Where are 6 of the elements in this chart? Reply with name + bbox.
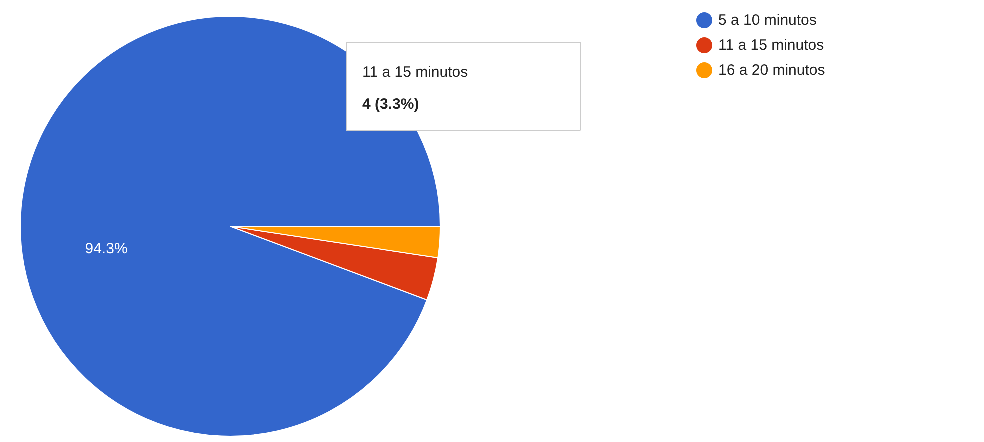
text: 11 a 15 minutos — [362, 64, 468, 81]
legend-label: 5 a 10 minutos — [718, 12, 817, 29]
text: 4 (3.3%) — [362, 96, 420, 113]
legend-label: 11 a 15 minutos — [718, 37, 824, 54]
data-label: 94.3% — [85, 240, 128, 258]
legend-label: 16 a 20 minutos — [718, 62, 826, 79]
